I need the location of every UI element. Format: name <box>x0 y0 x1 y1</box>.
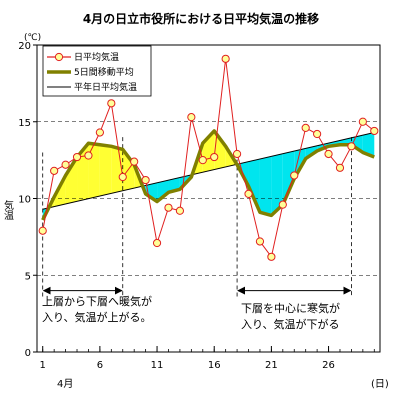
daily-point-9 <box>130 157 139 166</box>
daily-point-4 <box>72 152 82 162</box>
y-tick-label-0: 0 <box>25 348 31 359</box>
x-tick-label-26: 26 <box>322 360 335 371</box>
annotation-warm-line2: 入り、気温が上がる。 <box>42 310 152 324</box>
daily-point-29 <box>358 117 367 126</box>
daily-point-15 <box>198 156 207 165</box>
cold-fill <box>282 151 295 205</box>
daily-point-25 <box>313 129 322 139</box>
daily-point-22 <box>278 200 287 209</box>
chart-title: 4月の日立市役所における日平均気温の推移 <box>83 11 319 26</box>
daily-point-23 <box>290 171 299 180</box>
data-points <box>38 54 379 261</box>
cold-fill <box>157 180 169 202</box>
daily-point-11 <box>152 238 162 248</box>
annotation-warm-line1: 上層から下層へ暖気が <box>42 294 152 308</box>
daily-point-7 <box>107 99 116 108</box>
grid-lines <box>37 121 380 276</box>
daily-point-28 <box>347 142 356 151</box>
y-tick-label-5: 5 <box>25 271 31 282</box>
warm-fill <box>111 146 123 194</box>
x-tick-label-11: 11 <box>151 360 164 371</box>
x-tick-label-1: 1 <box>40 360 46 371</box>
legend: 日平均気温 5日間移動平均 平年日平均気温 <box>42 45 152 97</box>
annotation-cold-line2: 入り、気温が下がる <box>241 317 340 331</box>
warm-fill <box>99 144 112 197</box>
daily-point-12 <box>164 203 173 212</box>
cold-fill <box>362 132 375 158</box>
daily-point-17 <box>221 54 230 63</box>
daily-point-16 <box>210 152 219 162</box>
daily-point-21 <box>267 252 276 261</box>
annotation-guides <box>42 137 352 297</box>
daily-point-24 <box>301 123 310 132</box>
x-unit-label: (日) <box>371 379 389 390</box>
daily-point-19 <box>244 189 253 198</box>
daily-point-26 <box>324 149 333 159</box>
daily-point-27 <box>335 163 345 172</box>
daily-point-2 <box>50 166 59 175</box>
daily-point-5 <box>84 151 93 160</box>
daily-point-30 <box>370 126 379 136</box>
daily-point-8 <box>118 172 127 182</box>
fill-areas <box>42 130 375 220</box>
warm-fill <box>65 157 78 204</box>
daily-point-6 <box>95 128 104 137</box>
daily-point-20 <box>255 237 265 246</box>
daily-point-13 <box>175 206 185 215</box>
cold-fill <box>259 156 272 216</box>
annotations: 上層から下層へ暖気が 入り、気温が上がる。 下層を中心に寒気が 入り、気温が下が… <box>42 294 340 331</box>
cold-fill <box>248 158 260 213</box>
x-tick-label-16: 16 <box>208 360 221 371</box>
annotation-cold-line1: 下層を中心に寒気が <box>241 301 340 315</box>
daily-point-1 <box>38 226 47 235</box>
series-moving-average-line <box>41 129 375 221</box>
y-axis-label: 気温 <box>2 199 14 220</box>
legend-label-moving-average: 5日間移動平均 <box>74 66 134 78</box>
x-tick-label-6: 6 <box>97 360 103 371</box>
cold-fill <box>145 182 158 202</box>
y-tick-label-10: 10 <box>18 195 31 206</box>
daily-point-10 <box>141 175 150 185</box>
legend-label-daily: 日平均気温 <box>74 51 119 63</box>
x-month-label: 4月 <box>57 378 73 390</box>
series-normal-line <box>42 132 375 210</box>
daily-point-14 <box>187 113 196 122</box>
x-tick-label-21: 21 <box>265 360 278 371</box>
legend-marker-daily <box>54 52 64 62</box>
daily-point-3 <box>61 160 70 169</box>
cold-fill <box>271 153 283 216</box>
legend-label-normal: 平年日平均気温 <box>74 81 137 93</box>
y-tick-label-15: 15 <box>18 118 31 129</box>
daily-point-18 <box>232 149 242 159</box>
y-unit-label: (℃) <box>24 33 41 43</box>
y-tick-label-20: 20 <box>18 41 31 52</box>
